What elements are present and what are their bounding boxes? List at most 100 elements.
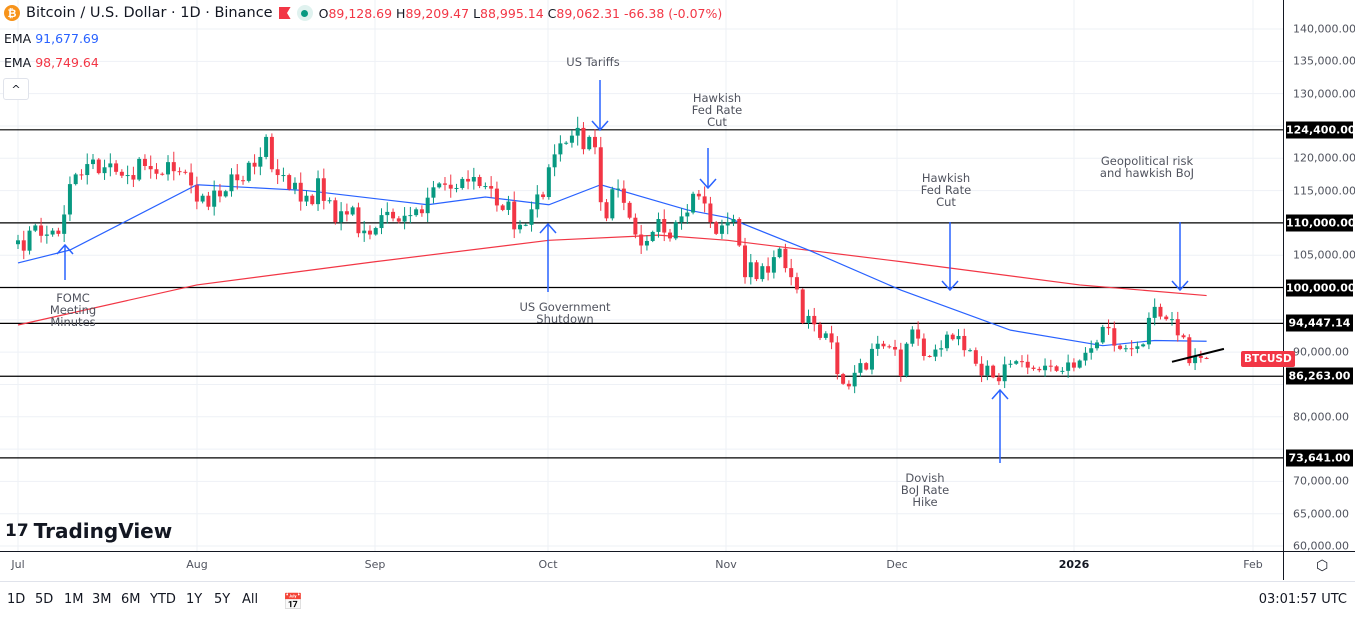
candle-body: [385, 211, 390, 216]
range-button-6m[interactable]: 6M: [121, 592, 141, 607]
price-tick-label: 120,000.00: [1293, 151, 1355, 165]
flag-icon[interactable]: [278, 7, 291, 19]
price-tick-label: 130,000.00: [1293, 87, 1355, 101]
candle-body: [292, 182, 297, 190]
candle-body: [1198, 356, 1203, 358]
candle-body: [310, 195, 315, 205]
candle-body: [241, 180, 246, 182]
candle-body: [33, 225, 38, 231]
candle-body: [137, 158, 142, 180]
candle-body: [950, 334, 955, 340]
symbol-title[interactable]: Bitcoin / U.S. Dollar · 1D · Binance: [26, 5, 273, 21]
candle-body: [477, 176, 482, 187]
range-button-3m[interactable]: 3M: [92, 592, 112, 607]
candle-body: [483, 186, 488, 188]
candle-body: [748, 262, 753, 278]
candle-body: [367, 230, 372, 235]
price-level-tag: 100,000.00: [1286, 279, 1355, 296]
price-tick-label: 70,000.00: [1293, 474, 1349, 488]
range-button-1y[interactable]: 1Y: [186, 592, 203, 607]
candle-body: [79, 174, 84, 176]
candle-body: [783, 248, 788, 269]
date-range-icon[interactable]: 📅: [283, 592, 303, 611]
annotation-shutdown: US Government Shutdown: [519, 300, 611, 326]
candle-body: [189, 172, 194, 186]
clock[interactable]: 03:01:57 UTC: [1258, 592, 1347, 607]
candle-body: [171, 162, 176, 172]
candle-body: [1204, 357, 1209, 359]
settings-icon[interactable]: ⬡: [1316, 558, 1329, 574]
candle-body: [921, 338, 926, 357]
candle-body: [598, 147, 603, 203]
candle-body: [968, 350, 973, 352]
candle-body: [125, 175, 130, 177]
time-tick-label: Jul: [11, 558, 25, 571]
price-tick-label: 60,000.00: [1293, 539, 1349, 553]
time-tick-label: Feb: [1243, 558, 1263, 571]
candle-body: [1060, 370, 1065, 372]
candle-body: [304, 195, 309, 202]
candle-body: [1118, 345, 1123, 349]
candle-body: [344, 211, 349, 215]
candle-body: [489, 186, 494, 189]
arrow-head: [56, 243, 74, 255]
candle-body: [1193, 356, 1198, 364]
candle-body: [1031, 367, 1036, 369]
candle-body: [616, 188, 621, 190]
candle-body: [898, 349, 903, 377]
candle-body: [269, 136, 274, 170]
candle-body: [391, 211, 396, 219]
time-tick-label: Aug: [186, 558, 208, 571]
candle-body: [1043, 365, 1048, 371]
range-button-1d[interactable]: 1D: [7, 592, 26, 607]
candle-body: [535, 194, 540, 210]
candle-body: [644, 240, 649, 246]
price-tick-label: 80,000.00: [1293, 410, 1349, 424]
range-button-1m[interactable]: 1M: [64, 592, 84, 607]
range-button-all[interactable]: All: [242, 592, 259, 607]
collapse-legend-button[interactable]: ^: [3, 78, 29, 100]
trendline: [1171, 347, 1225, 363]
candle-body: [927, 356, 932, 358]
annotation-fomc: FOMC Meeting Minutes: [49, 291, 97, 329]
range-button-5d[interactable]: 5D: [35, 592, 54, 607]
candle-body: [235, 174, 240, 181]
candle-body: [858, 363, 863, 373]
range-button-5y[interactable]: 5Y: [214, 592, 231, 607]
market-status-icon: [296, 5, 313, 21]
candle-body: [1037, 368, 1042, 371]
candle-body: [362, 230, 367, 234]
candle-body: [1175, 319, 1180, 336]
candle-body: [460, 178, 465, 188]
candle-body: [673, 222, 678, 239]
candle-body: [829, 333, 834, 343]
candle-body: [39, 225, 44, 236]
candle-body: [575, 127, 580, 136]
candle-body: [154, 169, 159, 174]
candle-body: [812, 315, 817, 325]
candle-body: [1025, 361, 1030, 368]
candle-body: [356, 207, 361, 234]
candle-body: [633, 217, 638, 235]
candle-body: [610, 189, 615, 219]
candle-body: [148, 166, 153, 170]
ema-fast-legend[interactable]: EMA 91,677.69: [4, 31, 99, 46]
candle-body: [200, 195, 205, 202]
candle-body: [864, 363, 869, 370]
candle-body: [62, 214, 67, 234]
candle-body: [823, 333, 828, 338]
price-chart[interactable]: [0, 0, 1283, 551]
ema-slow-legend[interactable]: EMA 98,749.64: [4, 55, 99, 70]
candle-body: [1146, 317, 1151, 345]
time-axis-border: [0, 551, 1355, 552]
candle-body: [258, 156, 263, 167]
tv-logo-icon: 𝟭𝟳: [5, 521, 29, 541]
candle-body: [408, 215, 413, 217]
range-button-ytd[interactable]: YTD: [150, 592, 176, 607]
candle-body: [85, 164, 90, 176]
candle-body: [442, 183, 447, 185]
candle-body: [1048, 365, 1053, 367]
candle-body: [131, 175, 136, 180]
candle-body: [1187, 337, 1192, 364]
candle-body: [541, 194, 546, 198]
